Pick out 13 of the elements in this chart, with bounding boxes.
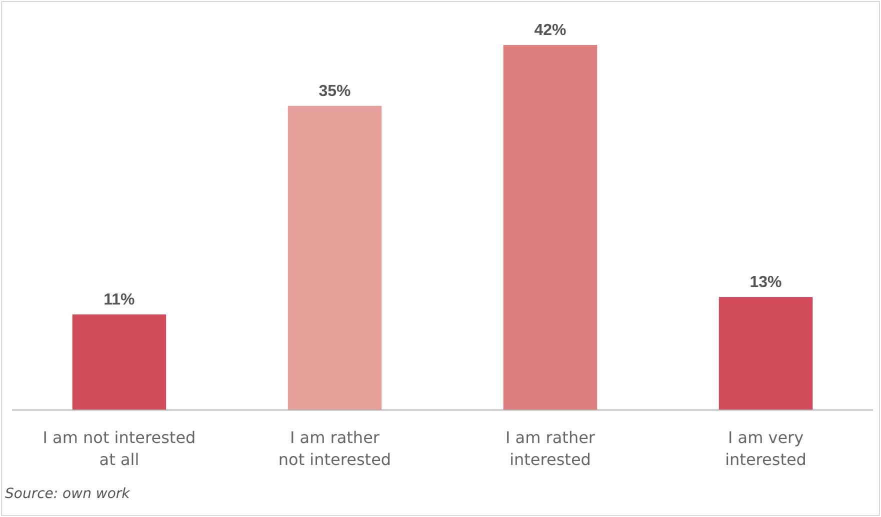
- data-label: 35%: [318, 82, 351, 100]
- source-note: Source: own work: [5, 486, 131, 502]
- x-tick-label: I am very interested: [725, 428, 806, 469]
- bar: [503, 45, 598, 410]
- x-tick-label: I am not interested at all: [42, 428, 196, 469]
- bar: [718, 297, 813, 410]
- bar: [288, 106, 382, 410]
- x-tick-label: I am rather interested: [506, 428, 596, 469]
- data-label: 42%: [534, 22, 566, 39]
- bar: [72, 314, 166, 410]
- x-tick-label: I am rather not interested: [278, 428, 392, 469]
- data-label: 11%: [104, 291, 135, 308]
- data-label: 13%: [750, 274, 782, 292]
